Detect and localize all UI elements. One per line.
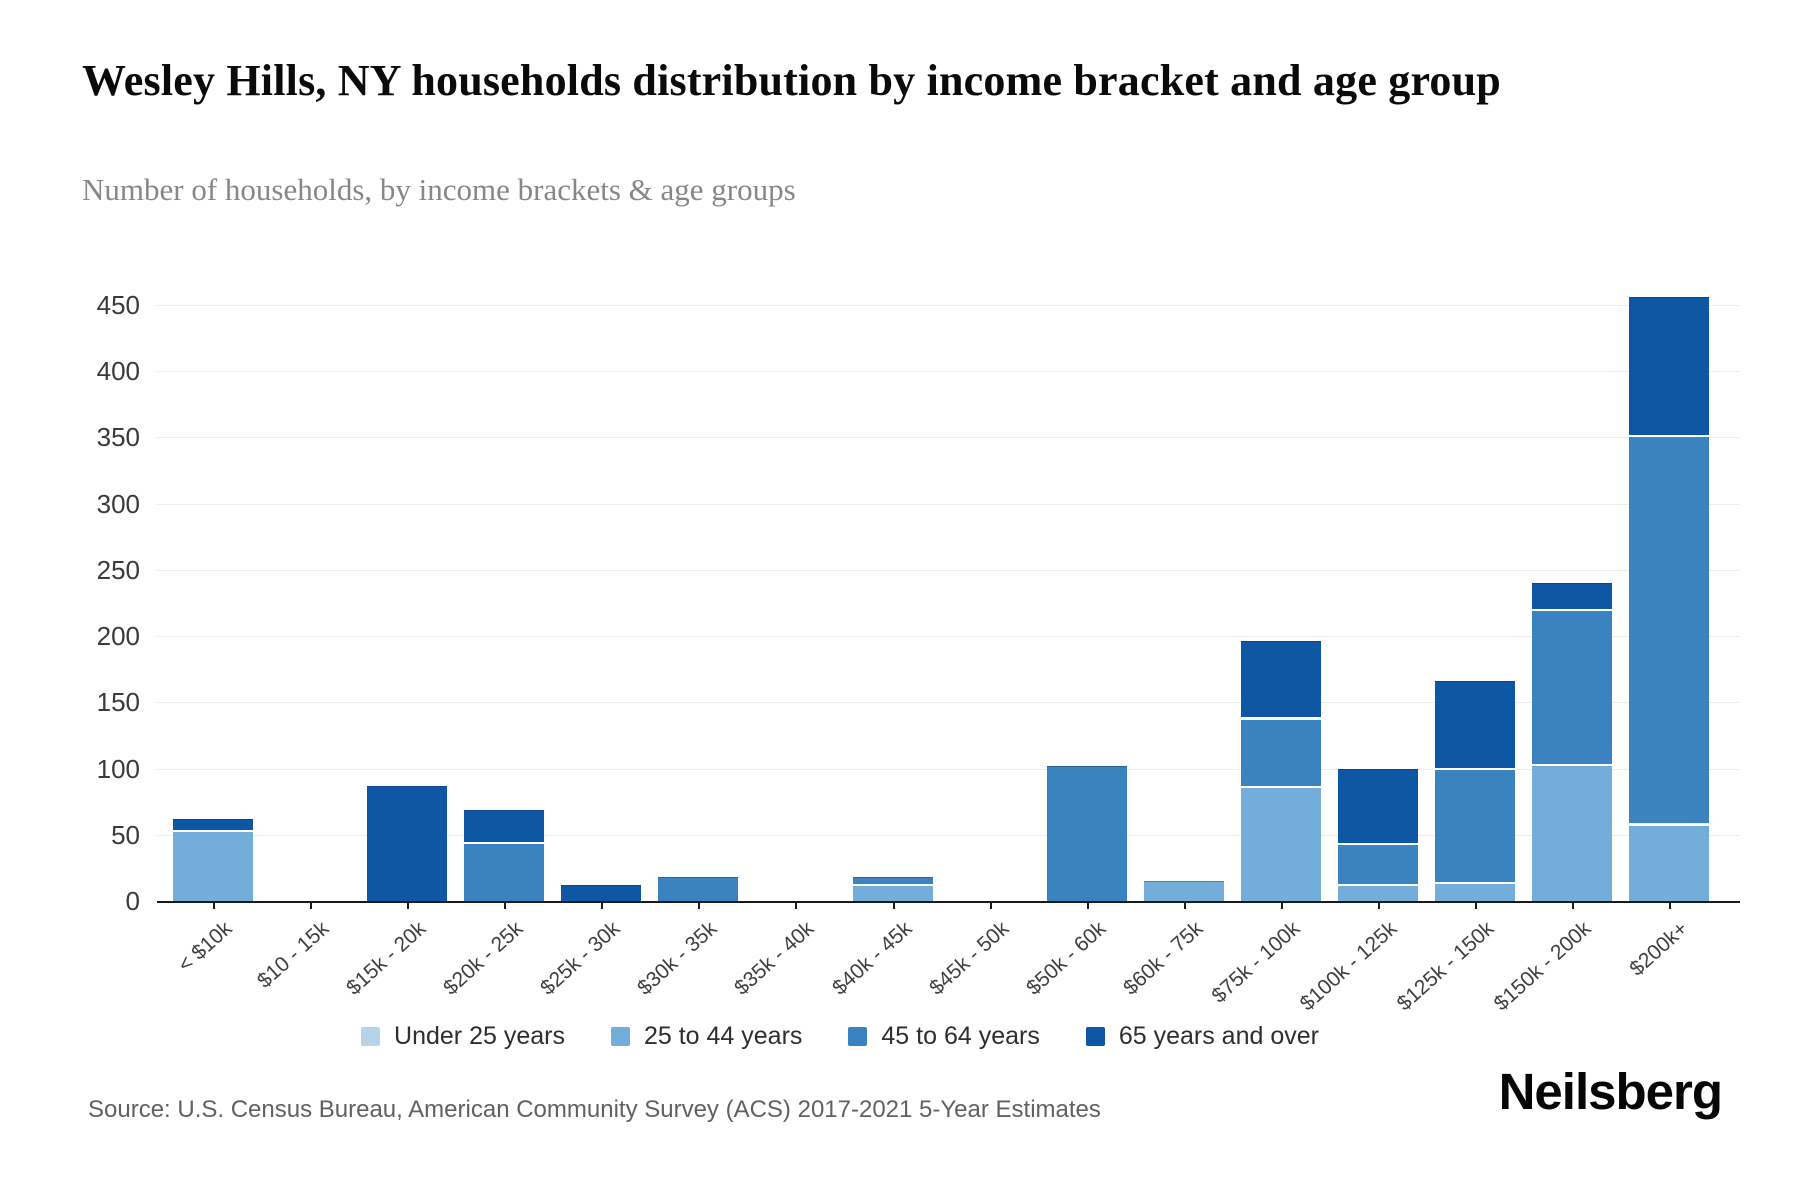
bar-segment[interactable]	[1337, 845, 1418, 887]
x-axis-tick-label: $200k+	[1625, 917, 1693, 981]
bar-segment[interactable]	[1240, 641, 1321, 720]
bar-segment[interactable]	[367, 785, 448, 901]
x-axis-tick-label: $100k - 125k	[1295, 917, 1402, 1016]
gridline-y-100	[157, 768, 1740, 770]
bar-segment[interactable]	[1434, 883, 1515, 901]
bar-segment[interactable]	[1629, 825, 1709, 901]
legend-label: 45 to 64 years	[881, 1022, 1040, 1050]
gridline-y-300	[157, 503, 1740, 505]
bar-segment[interactable]	[1046, 765, 1127, 901]
x-axis-tick	[1572, 901, 1574, 909]
x-axis-tick-label: $125k - 150k	[1392, 917, 1499, 1016]
gridline-y-400	[157, 371, 1740, 373]
bar-segment[interactable]	[1532, 765, 1612, 901]
x-axis-tick-label: $45k - 50k	[924, 917, 1013, 1000]
x-axis-tick	[1377, 901, 1380, 909]
bar-segment[interactable]	[1337, 886, 1418, 901]
x-axis-line	[157, 901, 1740, 903]
y-axis-tick-label: 150	[96, 687, 140, 718]
bar-segment[interactable]	[464, 844, 545, 901]
x-axis-tick	[1474, 901, 1477, 909]
x-axis-tick-label: $35k - 40k	[730, 917, 819, 1000]
legend-swatch-45-to-64-icon	[848, 1027, 868, 1046]
x-axis-tick-label: $30k - 35k	[633, 917, 722, 1000]
bar-segment[interactable]	[464, 809, 545, 844]
y-axis-tick-label: 350	[96, 422, 140, 453]
x-axis-tick-label: $75k - 100k	[1207, 917, 1305, 1008]
bar-segment[interactable]	[1434, 769, 1515, 884]
bar-segment[interactable]	[1240, 788, 1321, 901]
bar-segment[interactable]	[1434, 681, 1515, 770]
x-axis-tick-label: $40k - 45k	[827, 917, 916, 1000]
y-axis-tick-label: 200	[96, 621, 140, 652]
x-axis-tick	[892, 901, 895, 909]
bar-segment[interactable]	[1629, 297, 1709, 438]
y-axis-tick-label: 0	[125, 886, 140, 916]
x-axis-tick-label: $10 - 15k	[253, 917, 334, 993]
legend-swatch-under-25-icon	[361, 1027, 381, 1046]
chart-subtitle: Number of households, by income brackets…	[82, 172, 796, 207]
bar-segment[interactable]	[1143, 881, 1224, 901]
x-axis-tick-label: $25k - 30k	[536, 917, 625, 1000]
legend-swatch-25-to-44-icon	[610, 1027, 630, 1046]
x-axis-tick	[1086, 901, 1089, 909]
legend-item-65-and-over[interactable]: 65 years and over	[1085, 1022, 1319, 1051]
x-axis-tick	[213, 901, 215, 909]
y-axis-tick-label: 400	[96, 356, 140, 387]
x-axis-tick-label: < $10k	[173, 917, 237, 977]
y-axis-tick-label: 300	[96, 488, 140, 519]
bar-segment[interactable]	[173, 818, 253, 833]
bar-segment[interactable]	[852, 877, 933, 887]
x-axis-tick	[698, 901, 701, 909]
x-axis-tick	[1280, 901, 1283, 909]
legend-item-25-to-44[interactable]: 25 to 44 years	[610, 1022, 803, 1051]
bar-segment[interactable]	[1629, 437, 1709, 826]
gridline-y-50	[157, 834, 1740, 836]
x-axis-tick-label: $50k - 60k	[1021, 917, 1110, 1000]
source-note: Source: U.S. Census Bureau, American Com…	[88, 1096, 1101, 1123]
gridline-y-150	[157, 702, 1740, 704]
legend-label: 65 years and over	[1118, 1022, 1319, 1050]
x-axis-tick	[795, 901, 798, 909]
bar-segment[interactable]	[852, 886, 933, 901]
bar-segment[interactable]	[561, 885, 642, 901]
x-axis-tick	[601, 901, 604, 909]
bar-segment[interactable]	[1532, 583, 1612, 611]
x-axis-tick	[310, 901, 313, 909]
legend-label: Under 25 years	[394, 1022, 565, 1050]
y-axis-tick-label: 250	[96, 554, 140, 585]
gridline-y-450	[157, 305, 1740, 306]
x-axis-tick-label: $150k - 200k	[1489, 917, 1596, 1016]
x-axis-tick	[1183, 901, 1186, 909]
x-axis-tick	[989, 901, 992, 909]
legend-item-45-to-64[interactable]: 45 to 64 years	[848, 1022, 1040, 1051]
x-axis-tick-label: $60k - 75k	[1118, 917, 1208, 1000]
bar-segment[interactable]	[658, 877, 739, 901]
y-axis-tick-label: 100	[96, 753, 140, 784]
x-axis-tick	[1669, 901, 1671, 909]
x-axis-tick-label: $15k - 20k	[342, 917, 431, 1000]
y-axis-tick-label: 50	[111, 819, 140, 850]
x-axis-tick	[407, 901, 410, 909]
y-axis-tick-label: 450	[96, 290, 140, 320]
x-axis-tick-label: $20k - 25k	[439, 917, 528, 1000]
gridline-y-350	[157, 437, 1740, 439]
bar-segment[interactable]	[1532, 610, 1612, 766]
legend-item-under-25[interactable]: Under 25 years	[361, 1022, 565, 1051]
bar-segment[interactable]	[1240, 719, 1321, 789]
gridline-y-200	[157, 636, 1740, 638]
neilsberg-logo: Neilsberg	[1498, 1063, 1723, 1120]
x-axis-tick	[504, 901, 507, 909]
bar-segment[interactable]	[173, 832, 253, 901]
legend: Under 25 years 25 to 44 years 45 to 64 y…	[0, 1022, 1680, 1051]
legend-label: 25 to 44 years	[643, 1022, 803, 1050]
chart-title: Wesley Hills, NY households distribution…	[82, 56, 1501, 105]
bar-segment[interactable]	[1337, 768, 1418, 846]
gridline-y-250	[157, 569, 1740, 571]
legend-swatch-65-and-over-icon	[1085, 1027, 1105, 1046]
